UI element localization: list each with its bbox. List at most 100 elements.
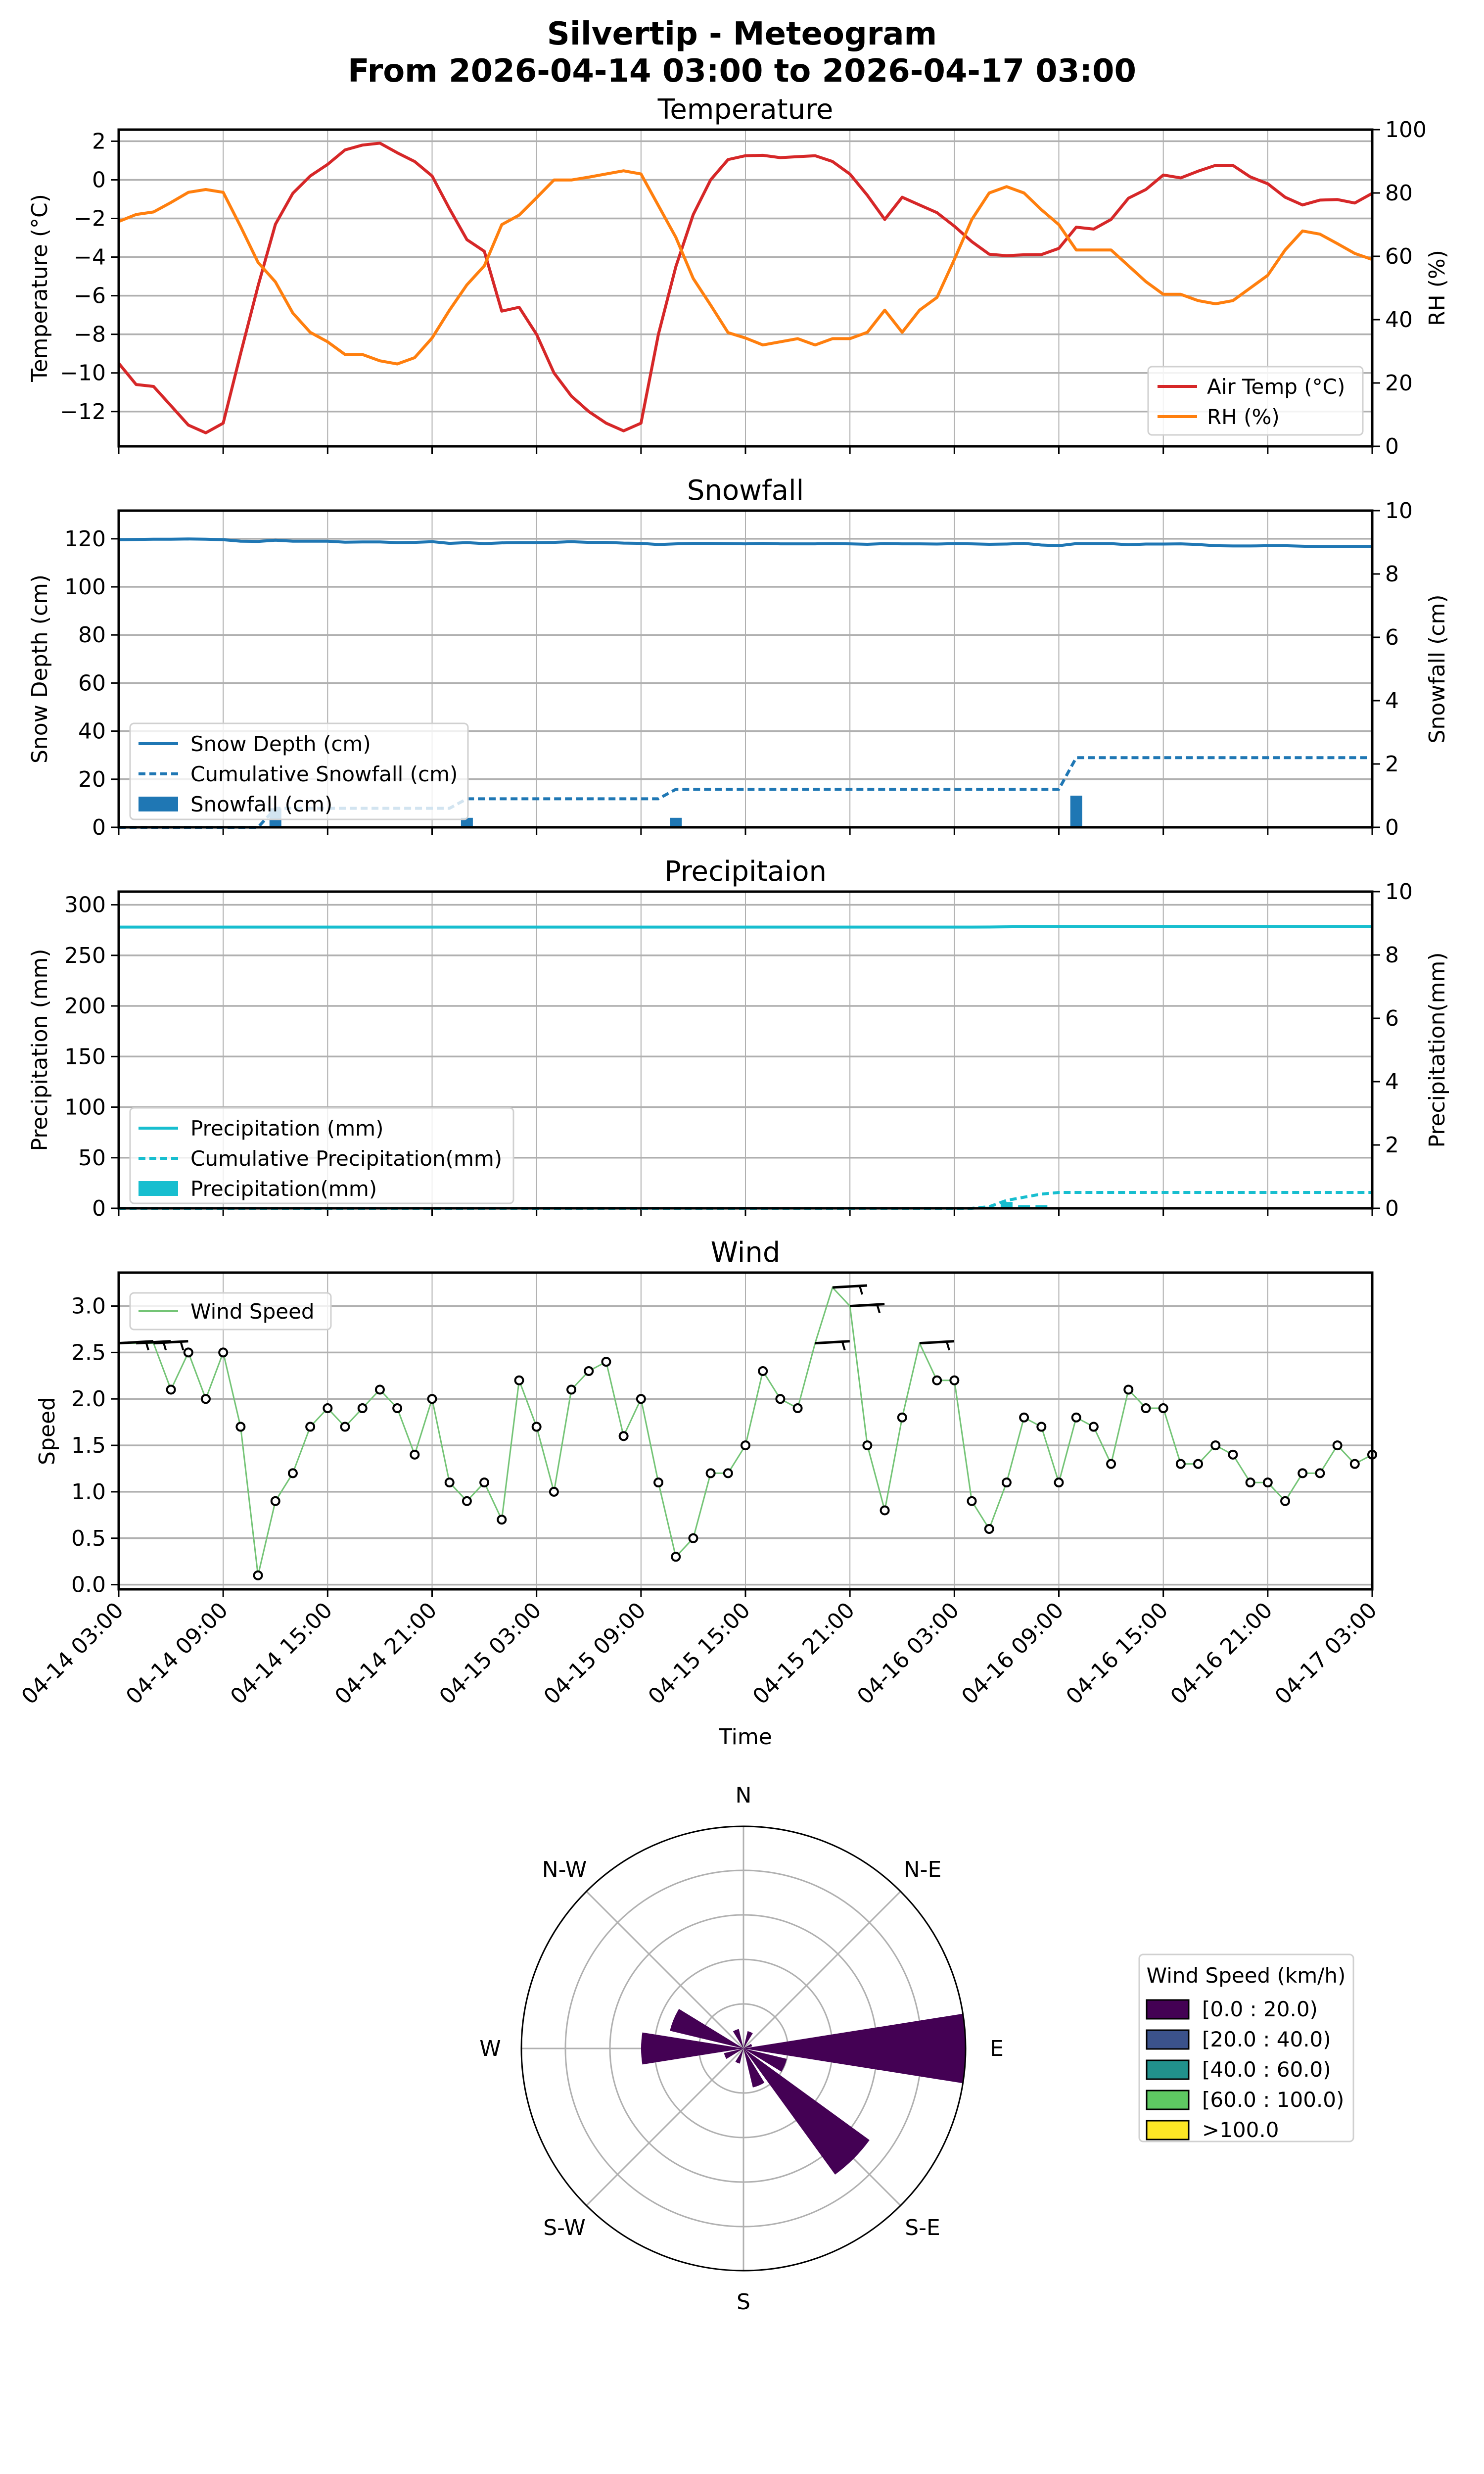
legend-label-bin: >100.0 xyxy=(1202,2118,1279,2142)
legend-box xyxy=(1138,1953,1354,2142)
y-right-tick-label: 60 xyxy=(1385,244,1413,269)
direction-label: N-E xyxy=(904,1857,942,1882)
y-tick-label: 2 xyxy=(92,129,106,154)
y-right-tick-label: 2 xyxy=(1385,752,1399,777)
temperature-legend: Air Temp (°C) RH (%) xyxy=(1147,366,1364,436)
axes-frame xyxy=(117,128,1374,448)
wind-calm-marker xyxy=(1071,1412,1081,1423)
wind-calm-marker xyxy=(1315,1468,1325,1478)
bar-snowfall-cm xyxy=(670,817,682,827)
y-right-tick-label: 40 xyxy=(1385,307,1413,333)
bar-precipitation-mm xyxy=(1000,1202,1013,1208)
wind-calm-marker xyxy=(531,1422,542,1432)
y-right-tick-label: 8 xyxy=(1385,943,1399,968)
y-tick-label: −8 xyxy=(74,322,106,347)
wind-barb xyxy=(815,1340,850,1351)
temperature-ylabel: Temperature (°C) xyxy=(27,194,52,382)
wind-calm-marker xyxy=(601,1357,611,1367)
y-tick-label: −2 xyxy=(74,206,106,232)
y-right-tick-label: 6 xyxy=(1385,625,1399,650)
line-air-temp-c xyxy=(117,142,1373,434)
y-tick-label: −6 xyxy=(74,284,106,309)
wind-calm-marker xyxy=(984,1524,994,1534)
wind-calm-marker xyxy=(792,1403,803,1414)
legend-title: Wind Speed (km/h) xyxy=(1147,1963,1346,1988)
snowfall-ylabel: Snowfall (cm) xyxy=(1425,595,1450,744)
y-right-tick-label: 8 xyxy=(1385,562,1399,587)
wind-calm-marker xyxy=(705,1468,716,1478)
meteogram-figure: Silvertip - Meteogram From 2026-04-14 03… xyxy=(16,16,1450,2315)
y-tick-label: 150 xyxy=(64,1044,106,1069)
wind-barb-shaft xyxy=(815,1340,850,1345)
y-right-tick-label: 4 xyxy=(1385,1069,1399,1094)
precipitation-title: Precipitaion xyxy=(664,856,827,888)
line-snow-depth-cm xyxy=(118,537,1372,548)
wind-calm-marker xyxy=(758,1366,768,1376)
y-right-tick-label: 0 xyxy=(1385,815,1399,840)
y-right-tick-label: 0 xyxy=(1385,1196,1399,1221)
wind-calm-marker xyxy=(1141,1403,1151,1414)
legend-swatch-snowfall xyxy=(139,797,178,811)
y-tick-label: 40 xyxy=(78,719,106,744)
direction-label: N xyxy=(736,1783,752,1808)
wind-calm-marker xyxy=(897,1412,907,1423)
windrose-bar xyxy=(670,2009,743,2048)
wind-calm-marker xyxy=(183,1347,193,1358)
wind-barb-shaft xyxy=(832,1284,868,1289)
y-tick-label: −10 xyxy=(60,361,106,386)
line-rh xyxy=(118,169,1373,366)
y-tick-label: 0.5 xyxy=(71,1526,106,1551)
legend-label-bin: [20.0 : 40.0) xyxy=(1202,2027,1331,2051)
y-tick-label: 0.0 xyxy=(71,1572,106,1598)
angular-gridline xyxy=(742,1891,901,2049)
y-tick-label: 1.5 xyxy=(71,1433,106,1458)
wind-calm-marker xyxy=(741,1440,750,1451)
windrose-bar xyxy=(733,2029,743,2048)
wind-calm-marker xyxy=(653,1477,664,1488)
wind-calm-marker xyxy=(636,1394,646,1404)
wind-calm-marker xyxy=(1210,1440,1221,1451)
y-tick-label: 200 xyxy=(64,994,106,1019)
legend-label-air-temp: Air Temp (°C) xyxy=(1207,375,1345,399)
wind-calm-marker xyxy=(949,1375,960,1385)
y-tick-label: 20 xyxy=(78,767,106,792)
wind-calm-marker xyxy=(323,1403,333,1414)
wind-calm-marker xyxy=(514,1375,524,1385)
wind-calm-marker xyxy=(1280,1496,1291,1506)
direction-label: N-W xyxy=(542,1857,587,1882)
wind-calm-marker xyxy=(166,1384,176,1395)
legend-label-bin: [60.0 : 100.0) xyxy=(1202,2088,1344,2112)
bar-precipitation-mm xyxy=(1035,1205,1048,1208)
wind-calm-marker xyxy=(775,1394,786,1404)
y-tick-label: −12 xyxy=(60,399,106,425)
wind-calm-marker xyxy=(287,1468,298,1478)
wind-legend: Wind Speed xyxy=(129,1292,332,1331)
legend-box xyxy=(129,722,469,820)
snowfall-legend: Snow Depth (cm) Cumulative Snowfall (cm)… xyxy=(129,722,469,820)
wind-calm-marker xyxy=(1019,1412,1029,1423)
wind-calm-marker xyxy=(932,1375,942,1385)
legend-label-snowfall: Snowfall (cm) xyxy=(190,792,332,816)
snow-depth-ylabel: Snow Depth (cm) xyxy=(27,574,52,763)
wind-barb-shaft xyxy=(919,1340,955,1345)
y-tick-label: 80 xyxy=(78,622,106,648)
legend-swatch-bin xyxy=(1146,2059,1190,2080)
y-tick-label: 3.0 xyxy=(71,1294,106,1319)
speed-ylabel: Speed xyxy=(35,1397,60,1465)
wind-calm-marker xyxy=(357,1403,368,1414)
wind-calm-marker xyxy=(253,1570,263,1580)
y-right-tick-label: 20 xyxy=(1385,371,1413,396)
y-tick-label: 100 xyxy=(64,1095,106,1120)
direction-label: S-E xyxy=(905,2215,940,2240)
legend-swatch-bin xyxy=(1146,2029,1190,2050)
wind-calm-marker xyxy=(1228,1449,1238,1460)
windrose-bar xyxy=(641,2032,743,2065)
y-right-tick-label: 0 xyxy=(1385,434,1399,459)
wind-calm-marker xyxy=(1088,1422,1099,1432)
wind-calm-marker xyxy=(340,1422,350,1432)
y-tick-label: −4 xyxy=(74,245,106,270)
windrose-outer-circle xyxy=(520,1825,967,2272)
legend-swatch-bin xyxy=(1146,2120,1190,2141)
wind-calm-marker xyxy=(270,1496,280,1506)
y-right-tick-label: 2 xyxy=(1385,1133,1399,1158)
